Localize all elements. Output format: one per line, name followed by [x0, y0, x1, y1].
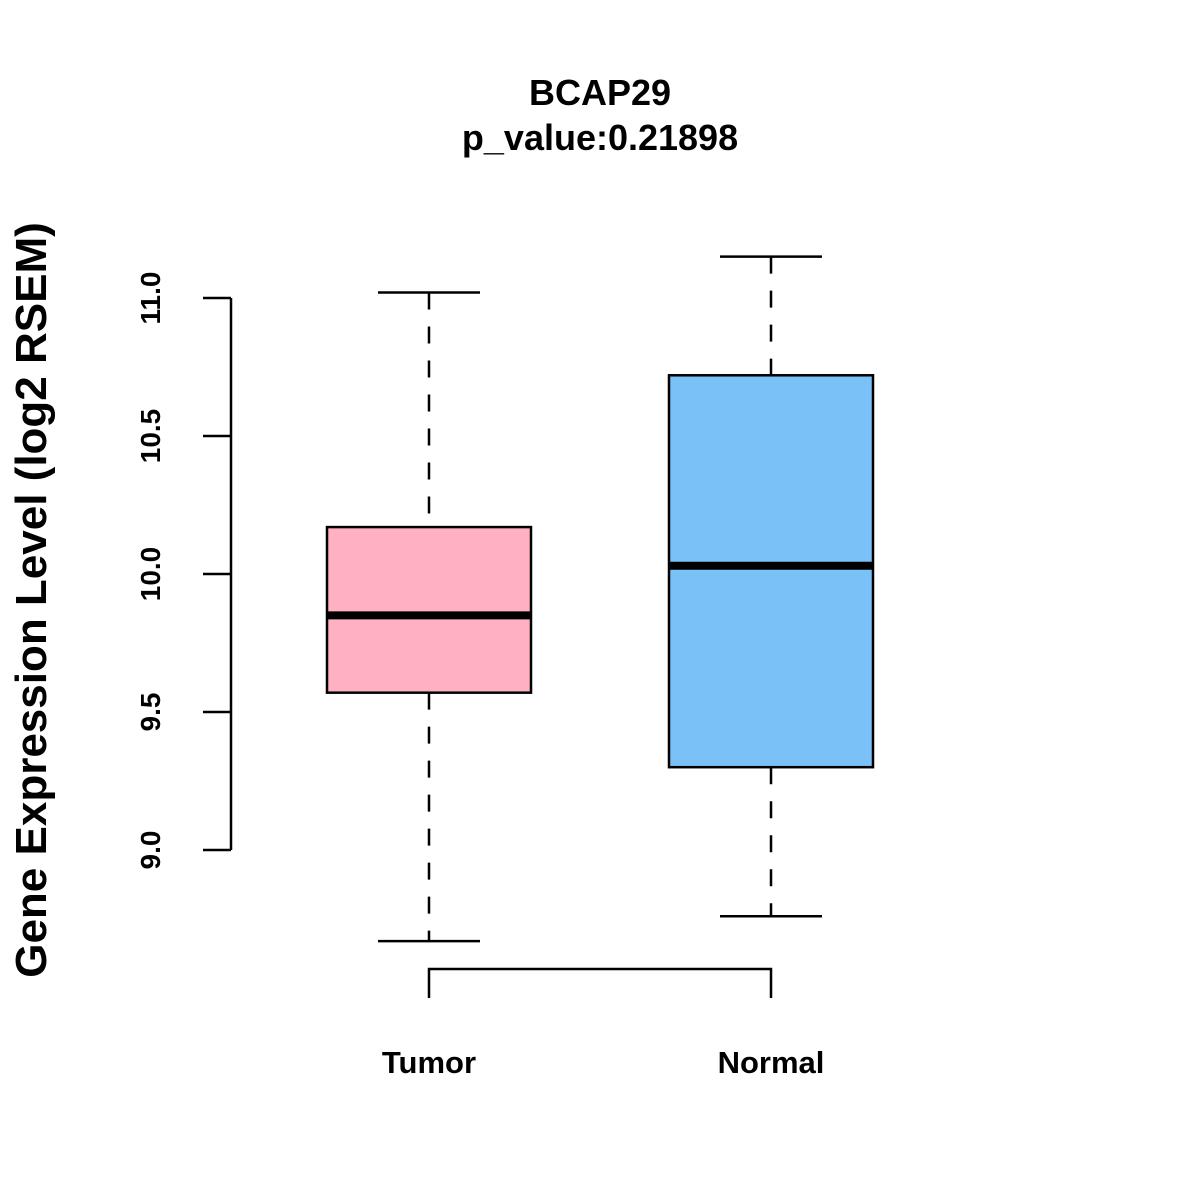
y-tick-label: 11.0 — [135, 272, 166, 325]
iqr-box — [667, 374, 875, 769]
comparison-bracket — [427, 967, 773, 998]
bracket-line — [427, 967, 773, 998]
iqr-box — [325, 525, 533, 694]
y-tick-label: 9.0 — [135, 831, 166, 870]
chart-title: BCAP29 — [529, 72, 671, 113]
chart-subtitle: p_value:0.21898 — [462, 117, 738, 158]
box-tumor — [325, 291, 533, 943]
y-axis: 9.0 9.5 10.0 10.5 11.0 — [135, 272, 233, 870]
x-category-label: Tumor — [382, 1045, 476, 1080]
x-category-labels: Tumor Normal — [382, 1045, 824, 1080]
y-tick-label: 9.5 — [135, 693, 166, 732]
y-axis-label: Gene Expression Level (log2 RSEM) — [7, 222, 56, 978]
y-tick-label: 10.5 — [135, 409, 166, 464]
y-tick-label: 10.0 — [135, 547, 166, 602]
boxes-group — [325, 255, 875, 943]
box-normal — [667, 255, 875, 918]
x-category-label: Normal — [718, 1045, 825, 1080]
